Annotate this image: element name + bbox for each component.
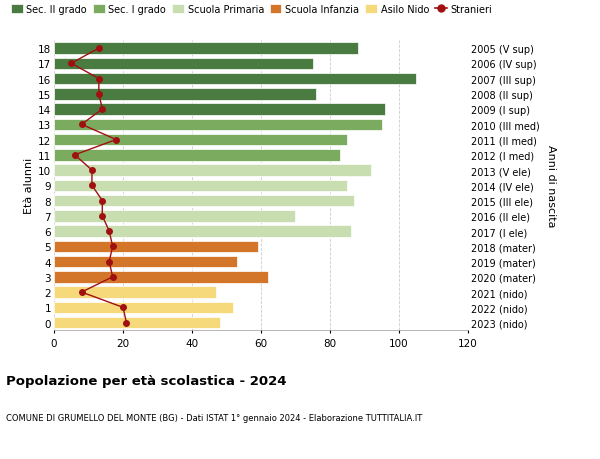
Legend: Sec. II grado, Sec. I grado, Scuola Primaria, Scuola Infanzia, Asilo Nido, Stran: Sec. II grado, Sec. I grado, Scuola Prim… xyxy=(11,5,492,15)
Y-axis label: Età alunni: Età alunni xyxy=(24,158,34,214)
Bar xyxy=(54,165,371,176)
Bar xyxy=(54,104,385,116)
Bar xyxy=(54,89,316,100)
Bar xyxy=(54,211,295,222)
Bar xyxy=(54,241,257,252)
Bar xyxy=(54,256,237,268)
Bar xyxy=(54,119,382,131)
Bar xyxy=(54,180,347,191)
Text: Popolazione per età scolastica - 2024: Popolazione per età scolastica - 2024 xyxy=(6,374,287,387)
Bar xyxy=(54,302,233,313)
Bar xyxy=(54,287,216,298)
Bar xyxy=(54,226,350,237)
Bar xyxy=(54,150,340,161)
Bar xyxy=(54,73,416,85)
Bar xyxy=(54,58,313,70)
Bar xyxy=(54,134,347,146)
Y-axis label: Anni di nascita: Anni di nascita xyxy=(546,145,556,227)
Text: COMUNE DI GRUMELLO DEL MONTE (BG) - Dati ISTAT 1° gennaio 2024 - Elaborazione TU: COMUNE DI GRUMELLO DEL MONTE (BG) - Dati… xyxy=(6,413,422,422)
Bar xyxy=(54,272,268,283)
Bar xyxy=(54,43,358,55)
Bar xyxy=(54,317,220,329)
Bar xyxy=(54,196,354,207)
